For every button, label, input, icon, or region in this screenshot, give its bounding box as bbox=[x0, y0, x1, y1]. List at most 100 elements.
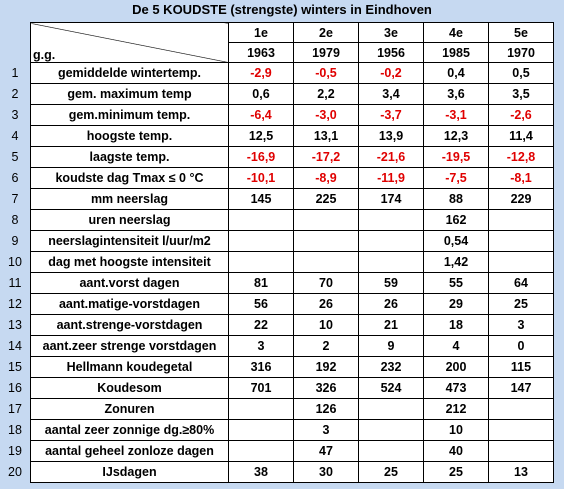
value-cell: 3 bbox=[293, 419, 359, 441]
row-label: aant.zeer strenge vorstdagen bbox=[30, 335, 229, 357]
value-cell: 2,2 bbox=[293, 83, 359, 105]
value-cell: 21 bbox=[358, 314, 424, 336]
table-row: g.g. 1e 2e 3e 4e 5e bbox=[0, 22, 554, 63]
value-cell: -8,9 bbox=[293, 167, 359, 189]
value-cell: 11,4 bbox=[488, 125, 554, 147]
row-label: Hellmann koudegetal bbox=[30, 356, 229, 378]
table-row: 6 koudste dag Tmax ≤ 0 °C -10,1 -8,9 -11,9 -7… bbox=[0, 167, 554, 189]
row-label: dag met hoogste intensiteit bbox=[30, 251, 229, 273]
value-cell: -3,1 bbox=[423, 104, 489, 126]
rank-header: 1e bbox=[228, 22, 294, 43]
value-cell: 29 bbox=[423, 293, 489, 315]
rank-header: 4e bbox=[423, 22, 489, 43]
value-cell: 212 bbox=[423, 398, 489, 420]
empty-cell bbox=[358, 230, 424, 252]
title: De 5 KOUDSTE (strengste) winters in Eind… bbox=[132, 2, 432, 17]
value-cell: -3,0 bbox=[293, 104, 359, 126]
value-cell: -2,9 bbox=[228, 62, 294, 84]
table: g.g. 1e 2e 3e 4e 5e 1963 1979 1956 1985 1970 1 gemid… bbox=[0, 22, 554, 483]
value-cell: 174 bbox=[358, 188, 424, 210]
row-number: 7 bbox=[11, 192, 19, 206]
value-cell: 0,5 bbox=[488, 62, 554, 84]
empty-cell bbox=[488, 251, 554, 273]
row-number: 20 bbox=[8, 465, 22, 479]
row-number: 3 bbox=[11, 108, 19, 122]
value-cell: -6,4 bbox=[228, 104, 294, 126]
row-number: 6 bbox=[11, 171, 19, 185]
empty-cell bbox=[488, 440, 554, 462]
empty-cell bbox=[488, 419, 554, 441]
value-cell: 88 bbox=[423, 188, 489, 210]
value-cell: 56 bbox=[228, 293, 294, 315]
table-row: 15 Hellmann koudegetal 316 192 232 200 115 bbox=[0, 356, 554, 378]
value-cell: 18 bbox=[423, 314, 489, 336]
value-cell: 126 bbox=[293, 398, 359, 420]
value-cell: 4 bbox=[423, 335, 489, 357]
empty-cell bbox=[293, 251, 359, 273]
value-cell: 0,6 bbox=[228, 83, 294, 105]
row-label: neerslagintensiteit l/uur/m2 bbox=[30, 230, 229, 252]
row-number: 9 bbox=[11, 234, 19, 248]
table-row: 4 hoogste temp. 12,5 13,1 13,9 12,3 11,4 bbox=[0, 125, 554, 147]
table-row: 5 laagste temp. -16,9 -17,2 -21,6 -19,5 -12,8 bbox=[0, 146, 554, 168]
empty-cell bbox=[293, 230, 359, 252]
table-row: 16 Koudesom 701 326 524 473 147 bbox=[0, 377, 554, 399]
row-label: hoogste temp. bbox=[30, 125, 229, 147]
value-cell: -12,8 bbox=[488, 146, 554, 168]
value-cell: -17,2 bbox=[293, 146, 359, 168]
empty-cell bbox=[358, 209, 424, 231]
row-label: laagste temp. bbox=[30, 146, 229, 168]
value-cell: 192 bbox=[293, 356, 359, 378]
value-cell: 9 bbox=[358, 335, 424, 357]
row-number: 12 bbox=[8, 297, 22, 311]
year-header: 1956 bbox=[358, 42, 424, 63]
value-cell: 147 bbox=[488, 377, 554, 399]
table-row: 2 gem. maximum temp 0,6 2,2 3,4 3,6 3,5 bbox=[0, 83, 554, 105]
value-cell: 229 bbox=[488, 188, 554, 210]
row-number: 2 bbox=[11, 87, 19, 101]
value-cell: 12,3 bbox=[423, 125, 489, 147]
row-number: 17 bbox=[8, 402, 22, 416]
value-cell: 12,5 bbox=[228, 125, 294, 147]
row-number: 18 bbox=[8, 423, 22, 437]
year-header: 1963 bbox=[228, 42, 294, 63]
value-cell: 3,4 bbox=[358, 83, 424, 105]
row-number: 11 bbox=[8, 276, 22, 290]
value-cell: 40 bbox=[423, 440, 489, 462]
row-label: IJsdagen bbox=[30, 461, 229, 483]
value-cell: 1,42 bbox=[423, 251, 489, 273]
empty-cell bbox=[228, 251, 294, 273]
value-cell: -16,9 bbox=[228, 146, 294, 168]
row-number: 15 bbox=[8, 360, 22, 374]
value-cell: -3,7 bbox=[358, 104, 424, 126]
value-cell: 225 bbox=[293, 188, 359, 210]
rank-header: 3e bbox=[358, 22, 424, 43]
value-cell: 10 bbox=[293, 314, 359, 336]
value-cell: 26 bbox=[358, 293, 424, 315]
empty-cell bbox=[228, 230, 294, 252]
value-cell: 81 bbox=[228, 272, 294, 294]
value-cell: 3 bbox=[228, 335, 294, 357]
table-row: 20 IJsdagen 38 30 25 25 13 bbox=[0, 461, 554, 483]
empty-cell bbox=[293, 209, 359, 231]
empty-cell bbox=[228, 398, 294, 420]
value-cell: 3 bbox=[488, 314, 554, 336]
row-label: aant.vorst dagen bbox=[30, 272, 229, 294]
value-cell: 3,5 bbox=[488, 83, 554, 105]
table-row: 14 aant.zeer strenge vorstdagen 3 2 9 4 0 bbox=[0, 335, 554, 357]
table-row: 9 neerslagintensiteit l/uur/m2 0,54 bbox=[0, 230, 554, 252]
row-number: 10 bbox=[8, 255, 22, 269]
row-label: aant.matige-vorstdagen bbox=[30, 293, 229, 315]
value-cell: 64 bbox=[488, 272, 554, 294]
value-cell: -7,5 bbox=[423, 167, 489, 189]
row-label: aantal zeer zonnige dg.≥80% bbox=[30, 419, 229, 441]
value-cell: 326 bbox=[293, 377, 359, 399]
value-cell: 25 bbox=[358, 461, 424, 483]
spacer bbox=[0, 23, 31, 63]
value-cell: -2,6 bbox=[488, 104, 554, 126]
value-cell: 47 bbox=[293, 440, 359, 462]
value-cell: -11,9 bbox=[358, 167, 424, 189]
value-cell: 2 bbox=[293, 335, 359, 357]
value-cell: 22 bbox=[228, 314, 294, 336]
row-label: gem.minimum temp. bbox=[30, 104, 229, 126]
